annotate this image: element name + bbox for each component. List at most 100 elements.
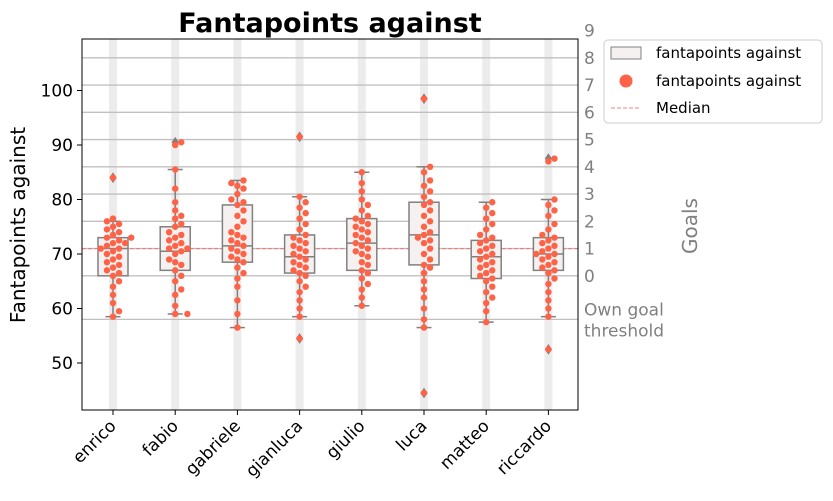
data-point (483, 237, 490, 244)
data-point (103, 226, 111, 233)
data-point (489, 283, 496, 290)
data-point (545, 297, 552, 304)
swarm-giulio (352, 169, 372, 309)
data-point (476, 239, 484, 247)
data-point (234, 310, 241, 318)
data-point (358, 196, 365, 203)
data-point (364, 245, 372, 252)
data-point (352, 231, 359, 239)
data-point (545, 305, 552, 312)
y-axis-label: Fantapoints against (6, 127, 30, 323)
data-point (240, 234, 247, 241)
data-point (483, 261, 490, 269)
data-point (103, 218, 111, 225)
y-tick-label: 70 (51, 245, 73, 265)
data-point (115, 261, 123, 269)
data-point (545, 269, 552, 277)
goal-tick-label: 2 (584, 212, 595, 232)
data-point (103, 242, 111, 250)
data-point (165, 237, 173, 244)
data-point (364, 201, 372, 209)
data-point (483, 245, 490, 252)
axes-frame (81, 38, 579, 411)
data-point (483, 215, 490, 222)
data-point (178, 139, 185, 146)
data-point (103, 258, 111, 266)
data-point (539, 264, 546, 271)
data-point (426, 245, 434, 252)
data-point (364, 261, 372, 269)
data-point (109, 239, 117, 247)
data-point (234, 324, 241, 331)
data-point (414, 234, 422, 241)
data-point (296, 253, 303, 260)
data-point (178, 231, 185, 239)
data-point (115, 237, 123, 244)
y-tick-label: 50 (51, 354, 73, 374)
goal-tick-label: 8 (584, 49, 595, 69)
data-point (489, 258, 496, 266)
legend-point-swatch (619, 74, 633, 88)
data-point (551, 155, 558, 162)
data-point (545, 313, 552, 320)
data-point (296, 204, 303, 211)
goal-tick-label: 5 (584, 131, 595, 151)
data-point (539, 231, 546, 239)
legend: fantapoints against fantapoints against Me… (603, 39, 823, 124)
data-point (296, 335, 303, 342)
data-point (420, 286, 428, 293)
data-point (109, 174, 117, 181)
swarm-riccardo (533, 155, 558, 353)
data-point (426, 264, 434, 271)
data-point (426, 237, 434, 244)
data-point (426, 256, 434, 263)
data-point (420, 223, 428, 230)
x-tick-label-matteo: matteo (436, 416, 493, 473)
data-point (115, 229, 123, 236)
data-point (539, 239, 546, 247)
data-point (476, 264, 484, 271)
data-point (476, 256, 484, 263)
data-point (551, 196, 558, 203)
data-point (296, 278, 303, 285)
data-point (234, 275, 241, 282)
x-tick-label-luca: luca (392, 416, 431, 455)
data-point (234, 201, 241, 209)
data-point (358, 267, 365, 274)
data-point (184, 245, 191, 252)
data-point (364, 253, 372, 260)
x-tick-label-gianluca: gianluca (242, 416, 307, 481)
goal-tick-label: 1 (584, 240, 595, 260)
legend-entry-label: fantapoints against (656, 44, 801, 62)
x-tick-label-riccardo: riccardo (493, 416, 556, 479)
data-point (352, 223, 359, 230)
data-point (420, 239, 428, 247)
data-point (178, 261, 185, 269)
data-point (358, 250, 365, 258)
data-point (358, 286, 365, 293)
data-point (296, 245, 303, 252)
data-point (358, 207, 365, 214)
data-point (184, 310, 191, 318)
data-point (228, 229, 235, 236)
data-point (240, 218, 247, 225)
data-point (302, 248, 309, 255)
data-point (426, 218, 434, 225)
data-point (426, 188, 434, 195)
data-point (128, 234, 135, 241)
data-point (172, 258, 179, 266)
data-point (228, 237, 235, 244)
data-point (352, 215, 359, 222)
goal-tick-label: 7 (584, 76, 595, 96)
data-point (489, 209, 496, 217)
data-point (234, 223, 241, 230)
data-point (240, 199, 247, 206)
data-point (358, 234, 365, 241)
data-point (109, 272, 117, 279)
data-point (240, 242, 247, 250)
data-point (296, 261, 303, 269)
data-point (420, 182, 428, 190)
data-point (483, 318, 490, 326)
data-point (178, 220, 185, 228)
data-point (364, 212, 372, 220)
